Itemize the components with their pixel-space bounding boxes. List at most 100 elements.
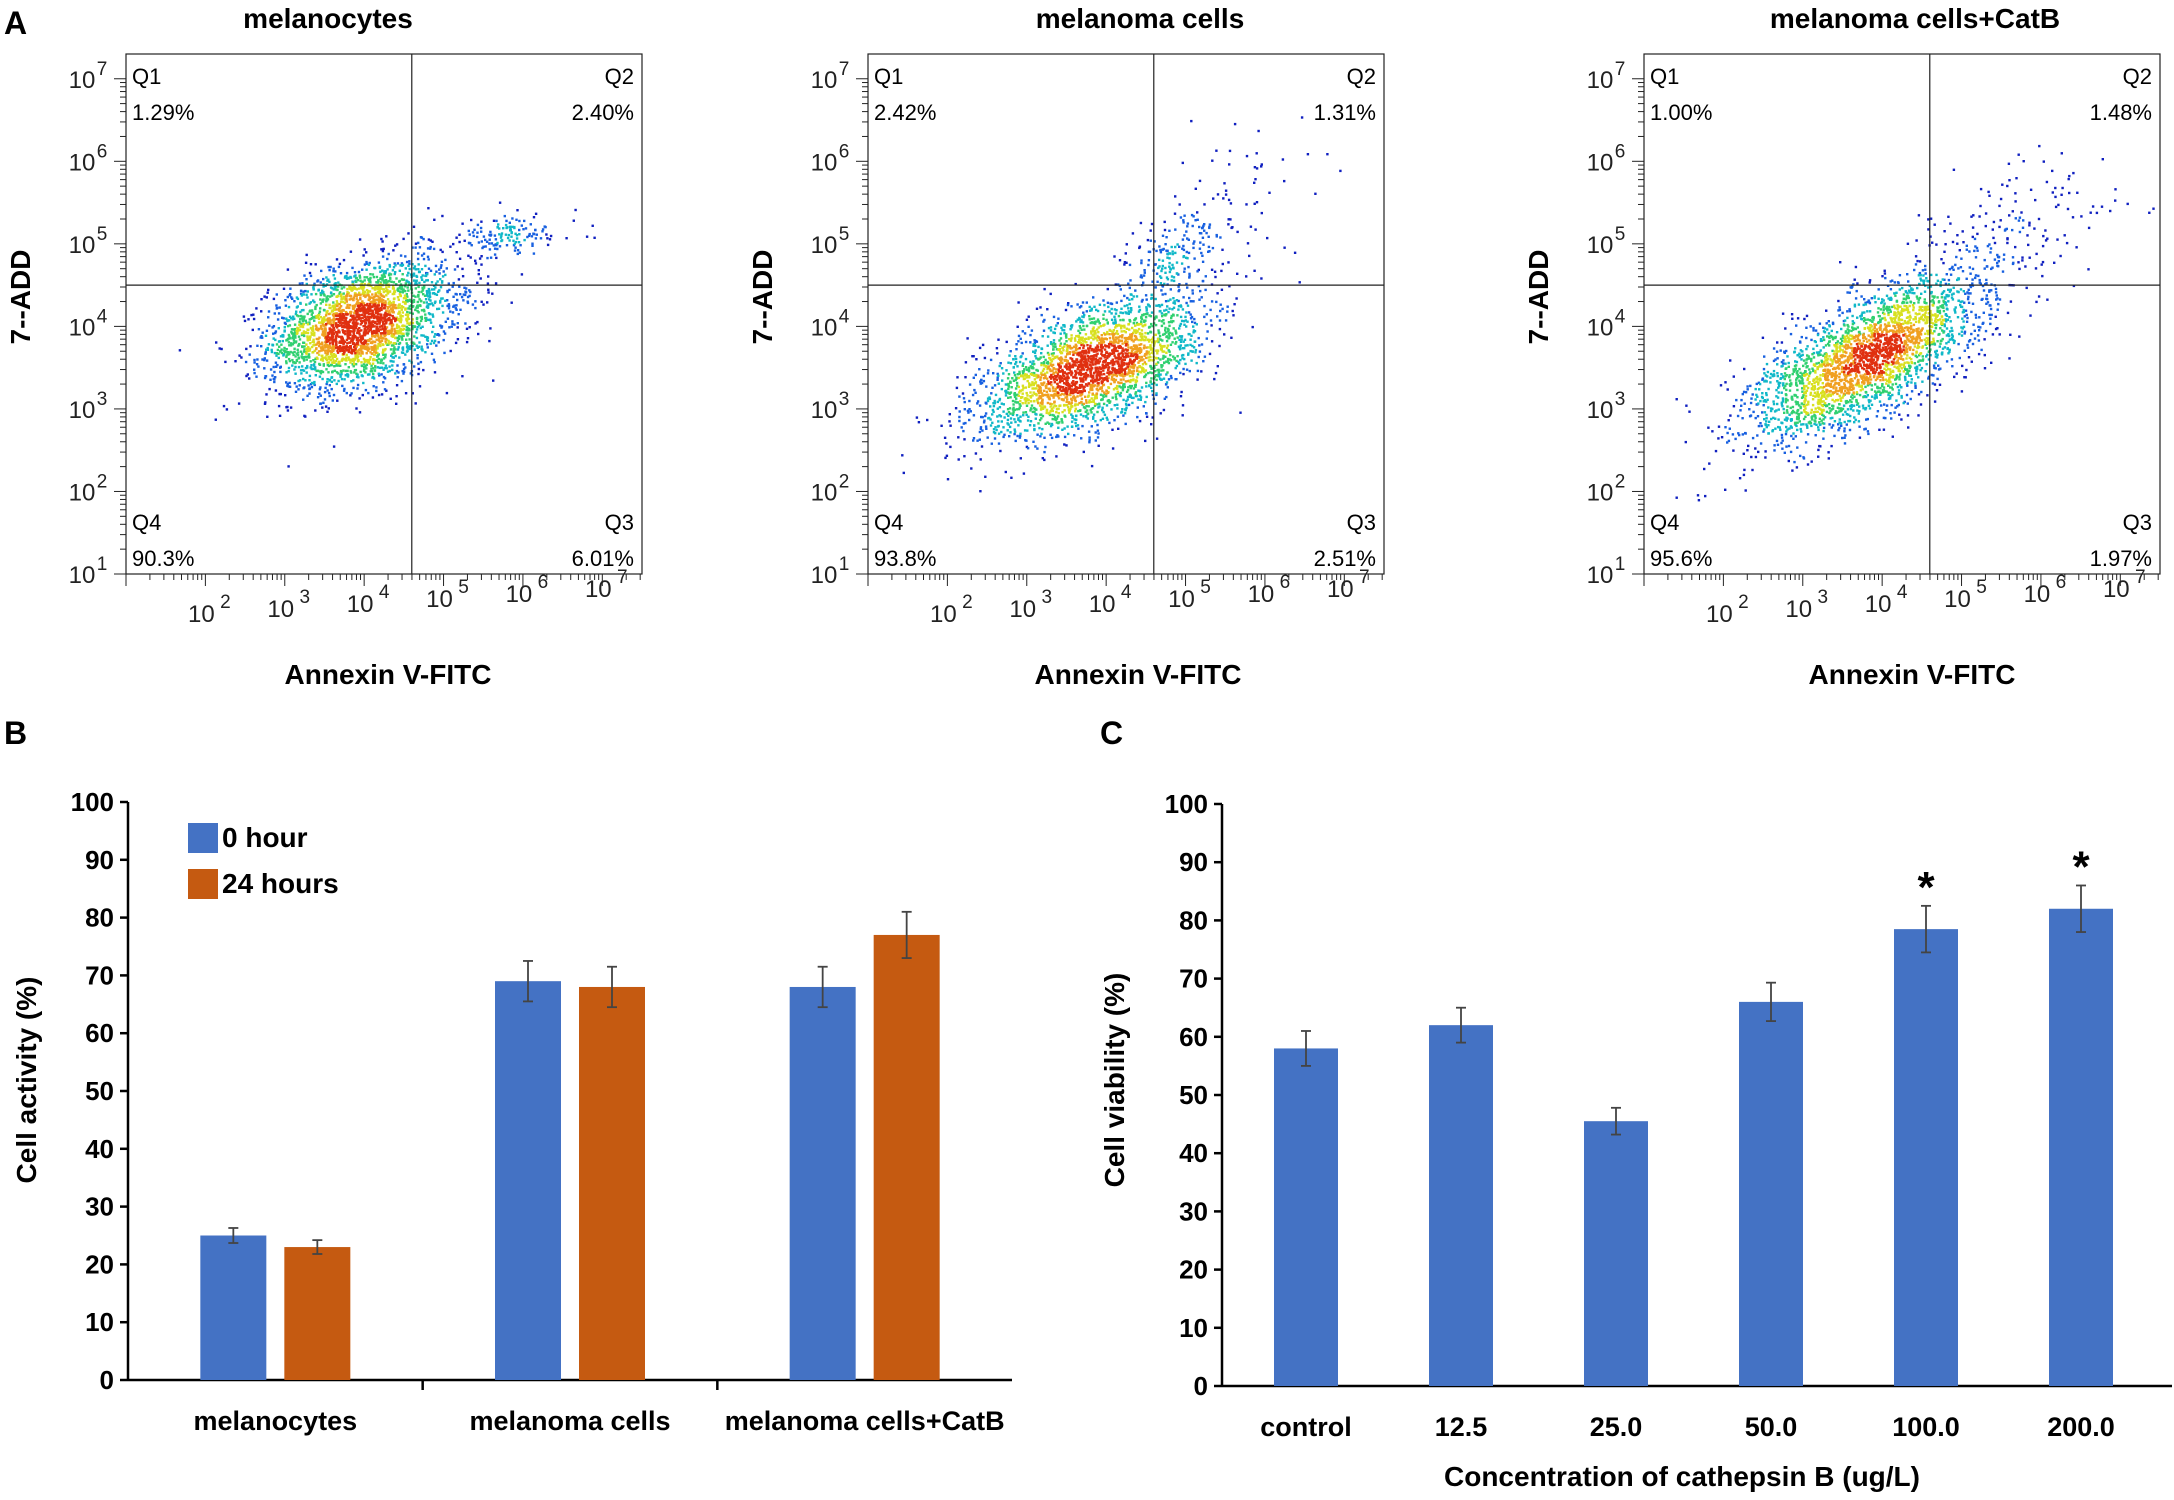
scatter-point (357, 339, 361, 342)
scatter-point (332, 267, 335, 270)
scatter-point (1115, 301, 1118, 304)
scatter-point (276, 363, 279, 367)
scatter-point (1174, 366, 1177, 370)
scatter-point (1208, 223, 1212, 226)
scatter-point (1079, 341, 1083, 344)
scatter-point (1102, 299, 1105, 302)
scatter-point (392, 284, 395, 288)
scatter-point (416, 306, 419, 309)
scatter-point (1135, 337, 1138, 340)
scatter-point (293, 382, 297, 385)
scatter-point (966, 409, 970, 412)
scatter-point (1149, 364, 1152, 368)
scatter-point (302, 358, 306, 361)
scatter-point (1179, 340, 1183, 343)
scatter-point (352, 315, 355, 319)
scatter-point (429, 269, 433, 272)
scatter-point (273, 351, 277, 355)
scatter-point (1145, 346, 1148, 349)
scatter-point (1026, 394, 1029, 397)
scatter-point (1090, 397, 1093, 400)
scatter-point (1004, 389, 1007, 393)
scatter-point (1073, 418, 1076, 421)
scatter-point (373, 295, 376, 299)
scatter-point (306, 323, 310, 326)
scatter-point (515, 234, 519, 237)
scatter-point (307, 384, 310, 387)
scatter-point (1017, 301, 1020, 304)
scatter-point (452, 281, 455, 285)
scatter-point (1098, 322, 1101, 325)
scatter-point (399, 264, 402, 267)
scatter-point (369, 355, 372, 359)
scatter-point (461, 267, 464, 271)
scatter-point (1153, 375, 1156, 378)
scatter-point (414, 308, 417, 312)
scatter-point (302, 398, 305, 401)
scatter-point (1056, 322, 1059, 325)
scatter-point (322, 308, 326, 312)
scatter-point (317, 327, 321, 330)
scatter-point (967, 411, 970, 414)
scatter-point (1033, 410, 1036, 413)
scatter-point (285, 339, 288, 342)
scatter-point (291, 343, 295, 346)
scatter-point (416, 309, 419, 313)
scatter-point (1236, 230, 1239, 234)
scatter-point (368, 304, 372, 307)
scatter-point (379, 282, 382, 286)
scatter-point (440, 260, 444, 263)
scatter-point (444, 258, 447, 262)
scatter-point (377, 330, 380, 333)
scatter-point (303, 274, 306, 277)
scatter-point (374, 292, 378, 295)
scatter-point (1032, 391, 1035, 394)
flow-title: melanocytes (243, 3, 413, 34)
scatter-point (1069, 407, 1072, 411)
scatter-point (1137, 310, 1141, 313)
scatter-point (339, 305, 343, 308)
scatter-point (313, 349, 316, 352)
scatter-point (548, 238, 552, 241)
scatter-point (534, 228, 537, 232)
scatter-point (373, 305, 376, 308)
scatter-point (1092, 321, 1095, 325)
scatter-point (288, 335, 291, 338)
scatter-point (1040, 362, 1043, 365)
scatter-point (334, 286, 337, 289)
scatter-point (408, 262, 411, 266)
scatter-point (330, 380, 333, 383)
scatter-point (1159, 309, 1162, 313)
scatter-point (400, 305, 404, 308)
scatter-point (332, 288, 335, 291)
scatter-point (318, 363, 322, 366)
scatter-point (417, 252, 420, 255)
scatter-point (1032, 344, 1035, 347)
scatter-point (389, 341, 392, 344)
scatter-point (458, 257, 462, 260)
panel-letter-b: B (4, 715, 27, 751)
scatter-point (528, 232, 531, 236)
scatter-point (500, 239, 504, 242)
scatter-point (1021, 372, 1025, 375)
scatter-point (1078, 341, 1081, 345)
scatter-point (1032, 440, 1035, 443)
scatter-point (982, 379, 986, 383)
scatter-point (420, 309, 424, 312)
scatter-point (295, 329, 298, 332)
scatter-point (1097, 432, 1100, 435)
scatter-point (374, 347, 377, 350)
scatter-point (513, 226, 516, 230)
scatter-point (420, 254, 424, 257)
scatter-point (1042, 373, 1045, 377)
scatter-point (363, 282, 366, 286)
scatter-point (318, 336, 321, 339)
scatter-point (280, 351, 284, 355)
scatter-point (360, 313, 363, 317)
scatter-point (1108, 310, 1111, 313)
scatter-point (338, 313, 341, 316)
scatter-point (395, 402, 398, 405)
scatter-point (518, 251, 521, 254)
scatter-point (308, 338, 311, 341)
scatter-point (1009, 412, 1012, 415)
